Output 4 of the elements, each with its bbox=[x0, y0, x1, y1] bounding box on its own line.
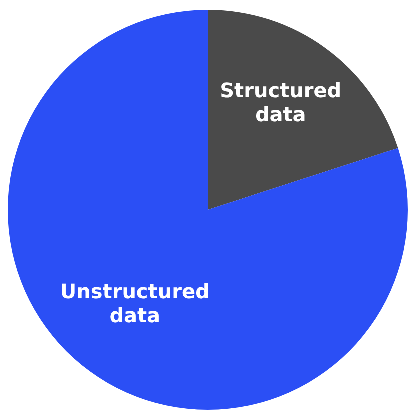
slice-label: Unstructured data bbox=[60, 279, 210, 328]
pie-slice bbox=[8, 10, 408, 410]
pie-slice bbox=[208, 10, 398, 210]
slice-label: Structured data bbox=[220, 78, 342, 127]
